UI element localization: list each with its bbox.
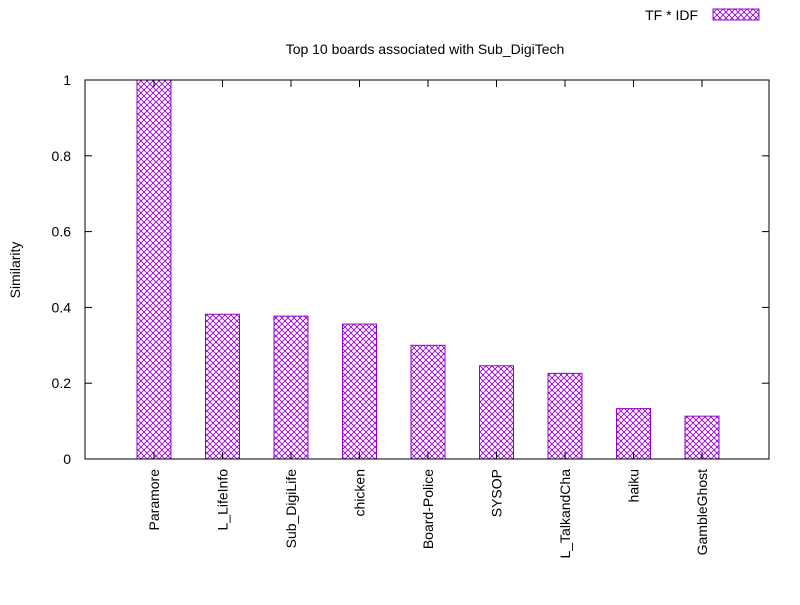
x-tick-label-Paramore: Paramore <box>146 469 162 531</box>
x-tick-label-L_LifeInfo: L_LifeInfo <box>215 469 231 531</box>
x-axis-ticks: Paramore L_LifeInfo Sub_DigiLife chicken Boa… <box>146 80 710 559</box>
y-tick-label: 0.4 <box>52 299 72 315</box>
x-tick-label-SYSOP: SYSOP <box>489 469 505 517</box>
y-tick-label: 1 <box>63 72 71 88</box>
bar-chicken <box>342 323 377 460</box>
bar-GambleGhost <box>684 415 720 460</box>
x-tick-label-L_TalkandCha: L_TalkandCha <box>557 469 573 559</box>
x-tick-label-Board-Police: Board-Police <box>420 469 436 549</box>
bar-Paramore <box>136 79 172 460</box>
chart-title: Top 10 boards associated with Sub_DigiTe… <box>286 41 565 57</box>
bar-SYSOP <box>479 365 514 460</box>
bar-Board-Police <box>410 344 446 460</box>
bar-haiku <box>616 408 651 460</box>
legend-swatch <box>712 8 760 21</box>
bar-Sub_DigiLife <box>273 315 309 460</box>
plot-frame <box>84 79 770 460</box>
x-tick-label-GambleGhost: GambleGhost <box>694 469 710 555</box>
legend-label: TF * IDF <box>645 7 698 23</box>
y-tick-label: 0.2 <box>52 375 72 391</box>
bar-L_TalkandCha <box>547 372 583 460</box>
y-axis-label: Similarity <box>7 242 23 299</box>
y-tick-label: 0 <box>63 451 71 467</box>
legend: TF * IDF <box>645 7 760 23</box>
x-tick-label-Sub_DigiLife: Sub_DigiLife <box>283 469 299 549</box>
x-tick-label-haiku: haiku <box>626 469 642 502</box>
y-tick-label: 0.6 <box>52 224 72 240</box>
bars-group <box>136 79 720 460</box>
y-tick-label: 0.8 <box>52 148 72 164</box>
x-tick-label-chicken: chicken <box>352 469 368 516</box>
bar-L_LifeInfo <box>205 313 240 460</box>
